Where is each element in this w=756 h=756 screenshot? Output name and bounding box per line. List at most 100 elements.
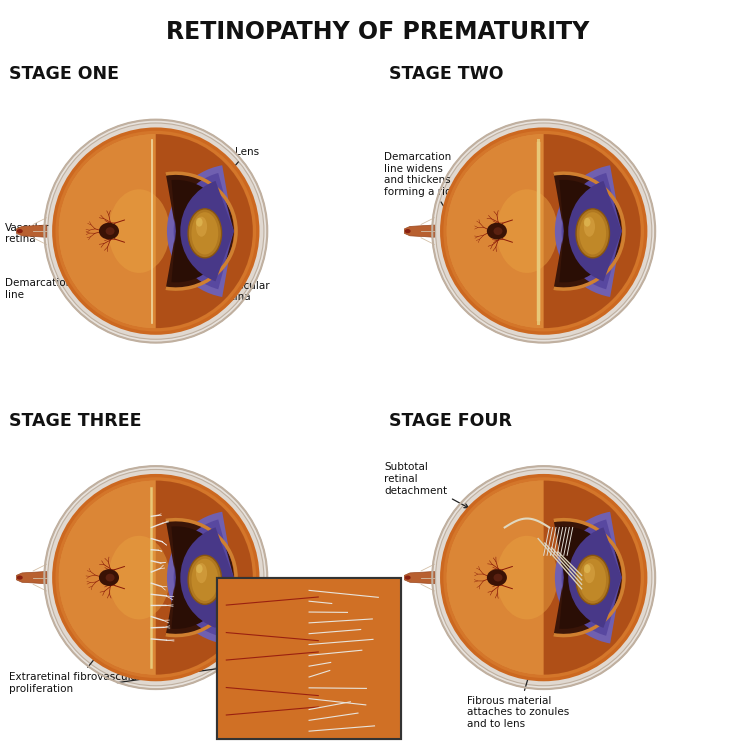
Circle shape [52, 128, 259, 335]
Ellipse shape [579, 212, 606, 255]
Ellipse shape [494, 228, 503, 235]
Circle shape [447, 134, 640, 328]
Ellipse shape [584, 564, 590, 573]
Ellipse shape [99, 223, 119, 240]
Ellipse shape [579, 559, 606, 601]
Circle shape [443, 131, 644, 331]
Ellipse shape [188, 556, 222, 604]
Polygon shape [17, 225, 47, 237]
Text: Extraretinal fibrovascular
proliferation: Extraretinal fibrovascular proliferation [9, 630, 141, 694]
Text: Subtotal
retinal
detachment: Subtotal retinal detachment [384, 463, 469, 508]
Ellipse shape [584, 563, 595, 583]
Wedge shape [447, 481, 544, 674]
Text: Fibrous material
attaches to zonules
and to lens: Fibrous material attaches to zonules and… [467, 634, 569, 729]
Ellipse shape [487, 569, 507, 586]
Ellipse shape [405, 230, 410, 233]
Wedge shape [562, 173, 621, 290]
Circle shape [443, 477, 644, 678]
Ellipse shape [497, 189, 558, 273]
Circle shape [45, 466, 268, 689]
Circle shape [440, 474, 647, 681]
Ellipse shape [196, 218, 203, 227]
Text: Avascular
retina: Avascular retina [197, 270, 271, 302]
Wedge shape [156, 481, 253, 674]
Wedge shape [156, 134, 253, 328]
Wedge shape [555, 166, 621, 297]
Wedge shape [447, 134, 544, 328]
Circle shape [55, 131, 256, 331]
Ellipse shape [17, 230, 22, 233]
Wedge shape [544, 481, 640, 674]
Wedge shape [569, 181, 621, 281]
Wedge shape [167, 166, 234, 297]
Ellipse shape [191, 559, 218, 601]
Wedge shape [181, 181, 234, 281]
Text: Vascular
retina: Vascular retina [5, 222, 69, 244]
Wedge shape [555, 512, 621, 643]
Circle shape [48, 469, 264, 686]
Ellipse shape [196, 564, 203, 573]
Circle shape [55, 477, 256, 678]
Ellipse shape [584, 218, 590, 227]
Wedge shape [553, 519, 621, 636]
Ellipse shape [196, 217, 207, 237]
Text: STAGE THREE: STAGE THREE [9, 412, 141, 430]
Circle shape [45, 119, 268, 342]
Ellipse shape [17, 576, 22, 579]
Polygon shape [404, 225, 435, 237]
Ellipse shape [106, 574, 115, 581]
Wedge shape [59, 481, 156, 674]
Circle shape [432, 466, 655, 689]
Text: Demarcation
line widens
and thickens
forming a ridge: Demarcation line widens and thickens for… [384, 152, 465, 234]
Wedge shape [544, 481, 640, 674]
Wedge shape [166, 519, 234, 636]
Wedge shape [553, 173, 621, 289]
Wedge shape [544, 134, 640, 328]
Wedge shape [156, 134, 253, 328]
Wedge shape [559, 180, 615, 283]
Circle shape [52, 474, 259, 681]
Circle shape [447, 481, 640, 674]
Text: Lens: Lens [225, 147, 259, 178]
Wedge shape [544, 134, 640, 328]
Circle shape [440, 128, 647, 335]
Ellipse shape [584, 217, 595, 237]
Text: RETINOPATHY OF PREMATURITY: RETINOPATHY OF PREMATURITY [166, 20, 590, 44]
Bar [217, 578, 401, 739]
Wedge shape [447, 481, 544, 674]
Text: STAGE ONE: STAGE ONE [9, 66, 119, 83]
Wedge shape [156, 481, 253, 674]
Wedge shape [174, 173, 234, 290]
Wedge shape [59, 134, 156, 328]
Wedge shape [172, 180, 227, 283]
Wedge shape [181, 528, 234, 628]
Bar [217, 578, 401, 739]
Ellipse shape [405, 576, 410, 579]
Wedge shape [559, 526, 615, 629]
Ellipse shape [196, 563, 207, 583]
Polygon shape [17, 572, 47, 584]
Ellipse shape [494, 574, 503, 581]
Ellipse shape [576, 556, 609, 604]
Wedge shape [166, 173, 234, 289]
Circle shape [59, 481, 253, 674]
Ellipse shape [576, 209, 609, 258]
Circle shape [435, 469, 652, 686]
Text: STAGE FOUR: STAGE FOUR [389, 412, 513, 430]
Ellipse shape [108, 536, 170, 619]
Ellipse shape [487, 223, 507, 240]
Polygon shape [404, 572, 435, 584]
Wedge shape [172, 526, 227, 629]
Wedge shape [174, 519, 234, 636]
Circle shape [435, 123, 652, 339]
Ellipse shape [99, 569, 119, 586]
Ellipse shape [188, 209, 222, 258]
Circle shape [432, 119, 655, 342]
Text: STAGE TWO: STAGE TWO [389, 66, 503, 83]
Wedge shape [569, 528, 621, 628]
Ellipse shape [497, 536, 558, 619]
Text: Demarcation
line: Demarcation line [5, 264, 124, 300]
Ellipse shape [106, 228, 115, 235]
Wedge shape [59, 481, 156, 674]
Ellipse shape [108, 189, 170, 273]
